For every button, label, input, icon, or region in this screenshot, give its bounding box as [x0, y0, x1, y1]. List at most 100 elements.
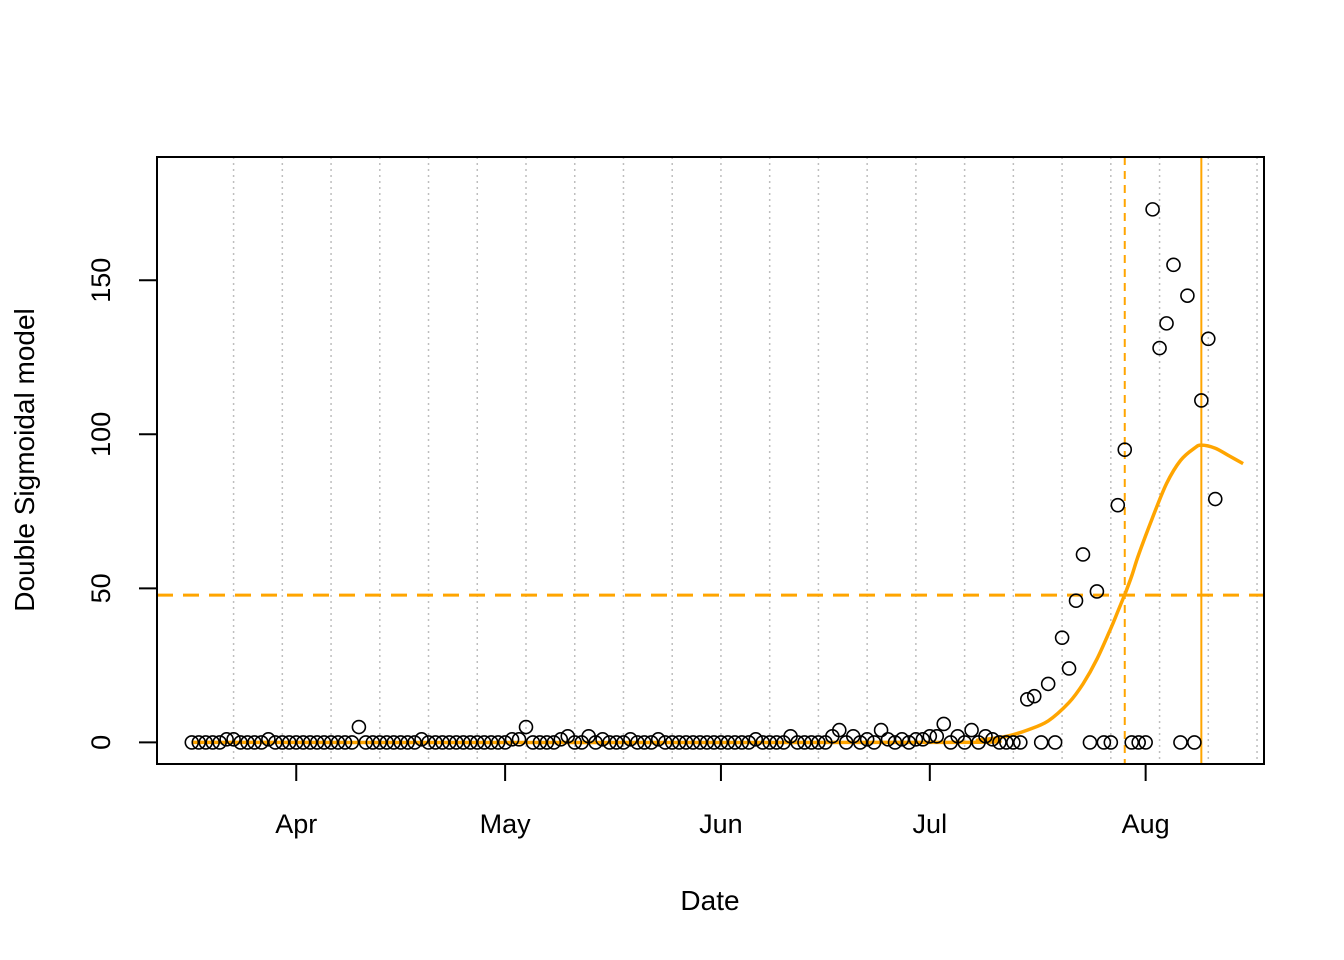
data-point: [302, 735, 318, 750]
data-point: [762, 735, 777, 750]
data-point: [553, 732, 569, 747]
data-point: [449, 735, 464, 750]
data-point: [1040, 676, 1056, 692]
data-point: [630, 735, 645, 750]
data-point: [727, 735, 743, 750]
data-point: [483, 735, 499, 750]
data-point: [275, 735, 290, 750]
data-point: [1103, 735, 1119, 750]
data-point: [699, 735, 715, 750]
data-point: [288, 735, 304, 750]
data-point: [226, 732, 241, 747]
data-point: [330, 735, 346, 750]
data-point: [1138, 735, 1153, 750]
data-point: [539, 735, 555, 750]
data-point: [1117, 442, 1133, 458]
data-point: [261, 732, 276, 747]
data-point: [811, 735, 826, 750]
y-tick-label: 150: [86, 258, 116, 303]
grid-lines: [232, 157, 1258, 764]
data-point: [247, 735, 262, 750]
data-point: [866, 735, 882, 750]
data-point: [650, 732, 666, 747]
x-tick-label: May: [480, 809, 532, 839]
data-point: [1026, 688, 1042, 704]
data-point: [309, 735, 325, 750]
data-point: [546, 735, 562, 750]
model-curve: [191, 443, 1244, 745]
data-point: [929, 728, 945, 744]
data-point: [644, 735, 659, 750]
data-point: [706, 735, 722, 750]
data-point: [365, 735, 381, 750]
data-point: [1152, 340, 1167, 356]
data-point: [281, 735, 297, 750]
data-point: [1180, 288, 1195, 303]
data-point: [1068, 593, 1084, 608]
data-point: [832, 722, 847, 738]
data-point: [1075, 547, 1091, 562]
y-axis-title: Double Sigmoidal model: [9, 308, 40, 612]
data-point: [1131, 735, 1146, 750]
data-point: [497, 735, 513, 750]
data-point: [1013, 735, 1028, 750]
data-point: [1047, 735, 1063, 750]
data-point: [1096, 735, 1112, 750]
data-point: [1166, 257, 1181, 273]
data-point: [469, 735, 485, 750]
data-point: [901, 735, 917, 750]
data-point: [769, 735, 784, 750]
data-point: [623, 732, 638, 747]
data-point: [191, 735, 207, 750]
data-point: [1194, 393, 1209, 408]
data-point: [428, 735, 443, 750]
data-point: [999, 735, 1014, 750]
data-point: [504, 732, 520, 747]
data-point: [476, 735, 492, 750]
data-point: [790, 735, 805, 750]
data-point: [797, 735, 812, 750]
y-axis: 0 50 100 150: [86, 258, 158, 750]
data-point: [407, 735, 422, 750]
data-point: [323, 735, 339, 750]
x-axis-title: Date: [680, 885, 739, 916]
data-point: [748, 732, 764, 747]
data-point: [1159, 316, 1174, 331]
data-point: [295, 735, 311, 750]
data-point: [184, 735, 200, 750]
x-tick-label: Apr: [275, 809, 317, 839]
data-point: [198, 735, 214, 750]
data-point: [1110, 497, 1126, 513]
data-point: [1187, 735, 1202, 750]
data-point: [685, 735, 701, 750]
data-point: [400, 735, 415, 750]
data-point: [205, 735, 220, 750]
y-tick-label: 0: [86, 735, 116, 750]
data-point: [393, 735, 408, 750]
data-point: [804, 735, 819, 750]
data-point: [233, 735, 248, 750]
data-point: [602, 735, 617, 750]
data-point: [609, 735, 624, 750]
data-point: [894, 732, 910, 747]
data-point: [1089, 584, 1105, 599]
data-point: [616, 735, 631, 750]
data-point: [567, 735, 583, 750]
data-point: [978, 728, 993, 744]
data-point: [525, 735, 541, 750]
data-point: [456, 735, 471, 750]
data-point: [678, 735, 694, 750]
data-point: [852, 735, 868, 750]
data-point: [442, 735, 457, 750]
data-point: [1033, 735, 1049, 750]
data-point: [212, 735, 227, 750]
data-point: [588, 735, 603, 750]
model-layer: [157, 157, 1264, 764]
data-point: [936, 716, 952, 732]
data-point: [268, 735, 283, 750]
data-point: [637, 735, 652, 750]
data-point: [435, 735, 450, 750]
data-point: [985, 732, 1000, 747]
data-point: [873, 722, 889, 738]
data-point: [1006, 735, 1021, 750]
